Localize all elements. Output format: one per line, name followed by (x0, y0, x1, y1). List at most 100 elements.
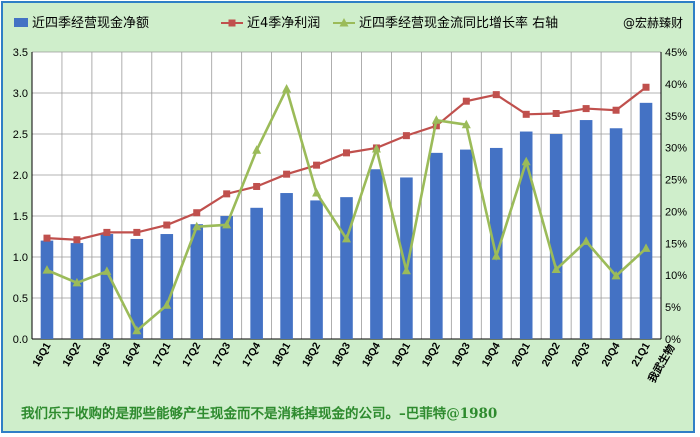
point-growth (162, 300, 172, 309)
x-tick-label: 20Q3 (569, 340, 592, 368)
y2-tick-label: 15% (665, 238, 687, 250)
bar (400, 177, 413, 339)
legend-label: 近四季经营现金流同比增长率 右轴 (359, 15, 558, 31)
bar (340, 197, 353, 339)
point-profit (133, 228, 141, 236)
point-growth (401, 265, 411, 275)
y-tick-label: 0.5 (13, 293, 28, 305)
y-tick-label: 1.0 (13, 252, 28, 264)
point-growth (581, 236, 591, 245)
x-tick-label: 17Q3 (210, 340, 233, 368)
legend-marker-profit (228, 19, 236, 27)
point-profit (642, 83, 650, 91)
point-growth (342, 233, 351, 243)
bar (40, 240, 54, 339)
y-tick-label: 2.0 (13, 170, 28, 182)
point-profit (223, 190, 231, 198)
x-tick-label: 18Q2 (300, 340, 323, 368)
point-profit (193, 209, 201, 217)
point-growth (102, 266, 112, 275)
point-growth (431, 115, 441, 124)
point-growth (282, 83, 292, 93)
y2-tick-label: 0% (665, 334, 681, 346)
point-profit (343, 149, 350, 157)
point-profit (73, 236, 81, 244)
x-tick-label: 18Q4 (360, 340, 383, 368)
x-tick-label: 20Q1 (510, 340, 533, 368)
x-tick-label: 19Q3 (450, 340, 473, 368)
chart: 0.0 0.5 1.0 1.5 2.0 2.5 3.0 3.5 0% 5% 10% 15% 20% 25%… (13, 15, 688, 422)
bar (220, 216, 233, 339)
point-profit (492, 91, 500, 99)
y2-tick-label: 45% (665, 47, 687, 59)
y2-tick-label: 5% (665, 302, 681, 314)
x-tick-label: 20Q2 (540, 340, 563, 368)
bar (460, 149, 473, 339)
x-tick-label: 16Q2 (60, 340, 83, 368)
x-tick-label: 16Q4 (120, 340, 143, 368)
point-profit (43, 234, 51, 242)
bar (100, 234, 114, 339)
x-tick-label: 20Q4 (599, 340, 622, 368)
y2-tick-label: 35% (665, 111, 687, 123)
y-tick-label: 3.5 (13, 47, 28, 59)
point-profit (283, 170, 291, 178)
y-tick-label: 0.0 (13, 334, 28, 346)
bar (549, 134, 563, 339)
bar (280, 193, 293, 339)
y-tick-label: 1.5 (13, 211, 28, 223)
point-growth (461, 119, 471, 129)
point-profit (612, 106, 620, 114)
y-tick-label: 2.5 (13, 129, 28, 141)
bar (370, 169, 383, 339)
point-profit (462, 97, 470, 105)
point-profit (163, 221, 171, 229)
point-growth (252, 145, 262, 154)
x-tick-label: 19Q2 (420, 340, 443, 368)
point-profit (253, 182, 261, 190)
bar (160, 234, 174, 339)
point-growth (312, 187, 322, 197)
x-tick-label: 16Q3 (90, 340, 113, 368)
point-growth (192, 221, 202, 231)
point-growth (72, 277, 82, 287)
point-profit (103, 228, 111, 236)
legend-label: 近4季净利润 (247, 16, 320, 31)
point-growth (491, 251, 501, 260)
point-growth (371, 143, 381, 153)
bar (609, 128, 623, 339)
point-profit (313, 161, 321, 169)
point-growth (551, 264, 561, 273)
y-tick-label: 3.0 (13, 88, 28, 100)
point-profit (582, 105, 590, 113)
x-tick-label: 21Q1 (629, 340, 652, 368)
x-tick-label: 17Q1 (150, 340, 173, 368)
watermark-text: @宏赫臻财 (623, 15, 683, 30)
point-growth (132, 325, 142, 335)
point-profit (522, 110, 530, 118)
point-growth (611, 270, 621, 280)
bar (190, 224, 204, 339)
x-tick-label: 17Q4 (240, 340, 263, 368)
bar (250, 207, 263, 339)
point-growth (641, 243, 651, 252)
bar (579, 120, 593, 339)
y2-tick-label: 10% (665, 270, 687, 282)
x-tick-label: 18Q1 (270, 340, 293, 368)
bar (310, 200, 323, 339)
bar (489, 147, 503, 339)
quote-text: 我们乐于收购的是那些能够产生现金而不是消耗掉现金的公司。–巴菲特@1980 (21, 405, 497, 422)
y2-tick-label: 40% (665, 79, 687, 91)
x-tick-label: 17Q2 (180, 340, 203, 368)
x-tick-label: 16Q1 (30, 340, 53, 368)
y2-tick-label: 30% (665, 143, 687, 155)
legend-marker-growth (339, 18, 349, 27)
bar (70, 243, 84, 339)
point-growth (222, 219, 232, 229)
y2-tick-label: 25% (665, 175, 687, 187)
point-growth (521, 156, 531, 166)
x-tick-label: 19Q4 (480, 340, 503, 368)
legend-swatch-bar (14, 18, 28, 27)
point-growth (42, 265, 52, 274)
